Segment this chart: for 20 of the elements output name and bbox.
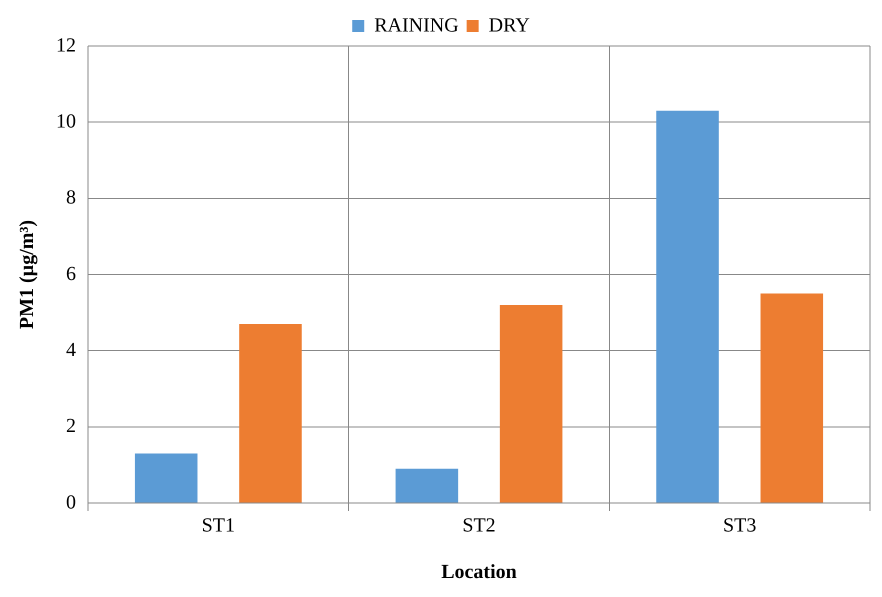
legend-label: RAINING — [374, 14, 459, 36]
y-tick-label: 4 — [66, 338, 76, 361]
y-tick-label: 10 — [56, 110, 76, 132]
bar — [500, 304, 562, 502]
bar — [396, 468, 458, 502]
x-tick-label: ST2 — [462, 514, 496, 536]
x-tick-label: ST1 — [202, 514, 236, 536]
y-tick-label: 6 — [66, 262, 76, 285]
bar — [134, 453, 198, 502]
x-tick-label: ST3 — [722, 514, 756, 536]
legend-label: DRY — [488, 14, 530, 36]
x-axis-title: Location — [441, 561, 517, 584]
y-axis-title: PM1 (µg/m³) — [16, 220, 38, 330]
y-tick-label: 0 — [66, 491, 76, 514]
bar — [239, 324, 302, 502]
y-tick-label: 2 — [66, 415, 76, 438]
y-tick-label: 8 — [66, 186, 76, 209]
bar — [760, 294, 824, 502]
y-tick-label: 12 — [56, 34, 76, 56]
bar — [656, 110, 719, 502]
